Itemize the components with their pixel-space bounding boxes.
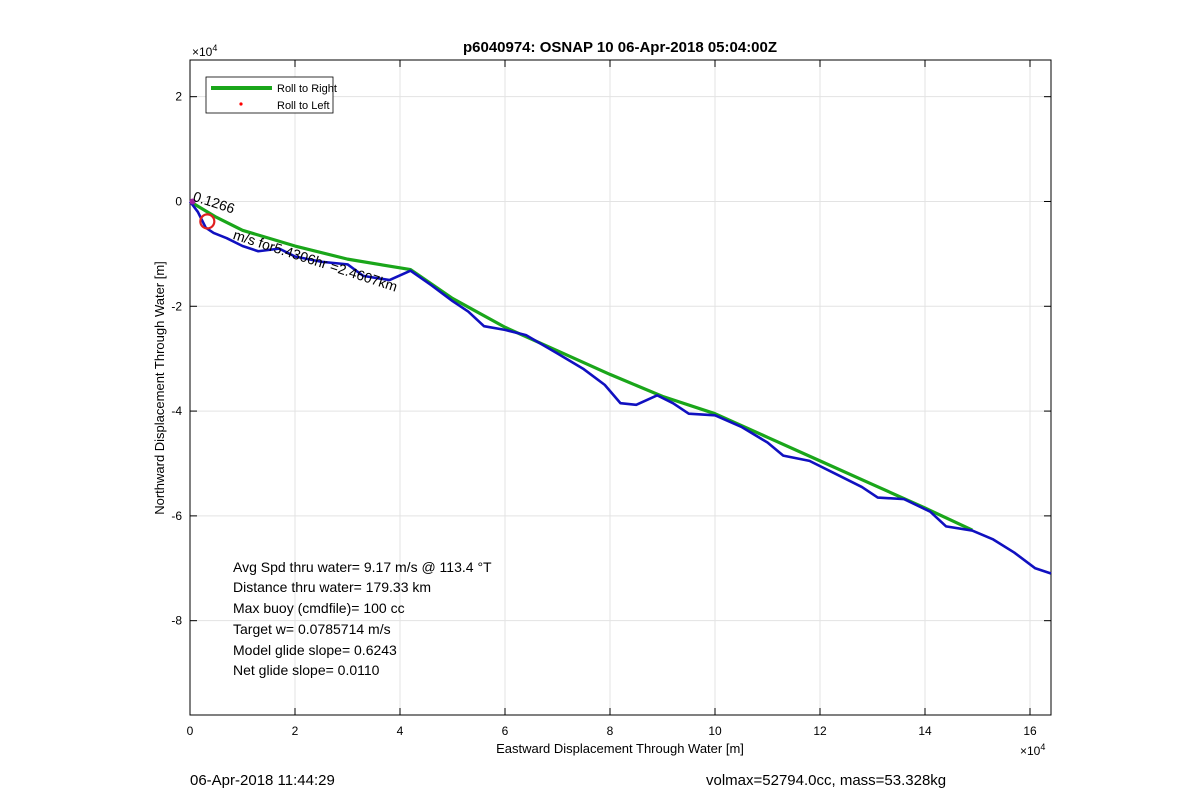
x-exponent-label: ×104 (1020, 742, 1045, 758)
series-line-roll-to-right (189, 200, 973, 532)
axis-ticks: 0 2 4 6 8 10 12 14 16 2 0 -2 -4 -6 -8 (171, 60, 1051, 738)
y-tick-label: -4 (171, 404, 182, 418)
y-tick-label: 2 (175, 90, 182, 104)
x-tick-label: 6 (502, 724, 509, 738)
plot-area (189, 59, 1052, 716)
x-axis-label: Eastward Displacement Through Water [m] (496, 741, 744, 756)
segment-label: m/s for5.4306hr =2.4607km (231, 226, 399, 294)
legend-swatch-roll-left (239, 102, 243, 106)
y-exponent-label: ×104 (192, 43, 217, 59)
stat-avg-speed: Avg Spd thru water= 9.17 m/s @ 113.4 °T (233, 559, 492, 575)
start-marker-circle (199, 213, 216, 230)
legend-label-roll-right: Roll to Right (277, 83, 337, 95)
chart-title: p6040974: OSNAP 10 06-Apr-2018 05:04:00Z (463, 39, 777, 56)
footer-vol-mass: volmax=52794.0cc, mass=53.328kg (706, 772, 947, 789)
x-tick-label: 4 (397, 724, 404, 738)
stats-block: Avg Spd thru water= 9.17 m/s @ 113.4 °T … (233, 559, 492, 678)
x-tick-label: 12 (813, 724, 827, 738)
x-tick-label: 10 (708, 724, 722, 738)
y-tick-label: -6 (171, 509, 182, 523)
x-tick-label: 16 (1023, 724, 1037, 738)
legend-box (205, 76, 334, 114)
stat-net-glide: Net glide slope= 0.0110 (233, 662, 380, 678)
stat-model-glide: Model glide slope= 0.6243 (233, 642, 397, 658)
grid-lines (189, 60, 1051, 715)
y-tick-label: -8 (171, 614, 182, 628)
y-axis-label: Northward Displacement Through Water [m] (152, 261, 167, 515)
legend: Roll to Right Roll to Left (205, 76, 337, 114)
stat-target-w: Target w= 0.0785714 m/s (233, 621, 391, 637)
stat-max-buoy: Max buoy (cmdfile)= 100 cc (233, 600, 405, 616)
legend-label-roll-left: Roll to Left (277, 100, 330, 112)
x-tick-label: 0 (187, 724, 194, 738)
y-tick-label: -2 (171, 299, 182, 313)
x-tick-label: 8 (607, 724, 614, 738)
series-layer (188, 200, 1052, 575)
y-tick-label: 0 (175, 194, 182, 208)
origin-marker (189, 198, 196, 205)
y-exponent-power: 4 (212, 43, 217, 53)
x-tick-label: 14 (918, 724, 932, 738)
footer-timestamp: 06-Apr-2018 11:44:29 (190, 772, 335, 789)
x-exponent-power: 4 (1040, 742, 1045, 752)
stat-distance: Distance thru water= 179.33 km (233, 579, 431, 595)
series-line-track (188, 200, 1052, 575)
x-tick-label: 2 (292, 724, 299, 738)
